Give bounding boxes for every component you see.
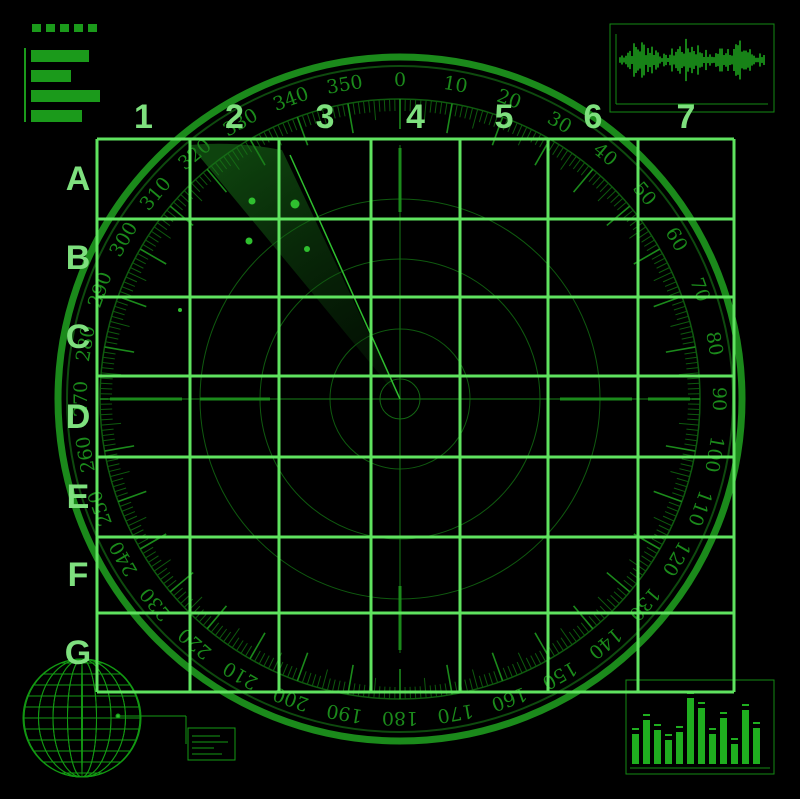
grid-cell-D4[interactable] [373,377,459,455]
grid-cell-G5[interactable] [462,614,547,690]
grid-cell-B7[interactable] [640,220,733,295]
column-label-6: 6 [583,98,603,136]
grid-cell-A5[interactable] [462,140,547,217]
wireframe-globe-icon [22,658,236,778]
grid-cell-A4[interactable] [373,140,459,217]
degree-label-30: 30 [544,107,576,138]
grid-cell-C3[interactable] [281,298,370,374]
column-label-2: 2 [225,98,244,136]
grid-cell-B2[interactable] [192,220,278,295]
row-label-G: G [64,633,92,672]
grid-cell-G3[interactable] [281,614,370,690]
column-label-5: 5 [494,98,514,136]
waveform-icon [609,23,775,113]
grid-cell-E1[interactable] [99,458,189,535]
degree-label-10: 10 [442,72,470,98]
grid-cell-E4[interactable] [373,458,459,535]
grid-cell-E2[interactable] [192,458,278,535]
grid-cell-D5[interactable] [462,377,547,455]
grid-cell-B5[interactable] [462,220,547,295]
grid-cell-F1[interactable] [99,538,189,611]
grid-cell-A6[interactable] [550,140,637,217]
degree-labels: 0 10 2030405060708090100110120130140150160… [70,69,730,729]
grid-cell-C6[interactable] [550,298,637,374]
grid-cell-E7[interactable] [640,458,733,535]
row-label-E: E [66,478,90,516]
coordinate-grid [95,137,736,694]
grid-cell-E3[interactable] [281,458,370,535]
grid-cell-F7[interactable] [640,538,733,611]
status-bars-icon [24,24,100,122]
grid-cell-C1[interactable] [99,298,189,374]
column-label-4: 4 [406,98,425,136]
degree-label-0: 0 [394,69,406,91]
grid-cell-E6[interactable] [550,458,637,535]
grid-cell-D7[interactable] [640,377,733,455]
row-label-C: C [65,317,91,356]
grid-cell-A2[interactable] [192,140,278,217]
grid-cell-G2[interactable] [192,614,278,690]
grid-cell-B6[interactable] [550,220,637,295]
radar-blips [178,197,310,312]
degree-label-80: 80 [701,330,727,358]
grid-cell-D1[interactable] [99,377,189,455]
degree-label-270: 270 [70,381,92,417]
grid-cell-B3[interactable] [281,220,370,295]
grid-cell-B1[interactable] [99,220,189,295]
equalizer-bars-icon [625,679,775,775]
grid-cell-G1[interactable] [99,614,189,690]
grid-cell-F6[interactable] [550,538,637,611]
outer-ring [54,53,746,745]
degree-label-350: 350 [325,71,365,99]
grid-cell-B4[interactable] [373,220,459,295]
grid-cells [97,138,735,694]
grid-cell-F5[interactable] [462,538,547,611]
sweep-line [289,154,401,400]
row-label-F: F [67,556,89,594]
column-label-3: 3 [315,98,335,136]
grid-cell-D6[interactable] [550,377,637,455]
grid-cell-A7[interactable] [640,140,733,217]
grid-cell-G4[interactable] [373,614,459,690]
crosshair-bold [110,148,690,650]
row-label-D: D [65,397,91,436]
grid-cell-C4[interactable] [373,298,459,374]
degree-label-190: 190 [325,699,365,727]
grid-cell-C7[interactable] [640,298,733,374]
scale-ticks [100,99,700,699]
grid-cell-D2[interactable] [192,377,278,455]
degree-label-90: 90 [708,387,730,411]
grid-cell-C5[interactable] [462,298,547,374]
degree-label-180: 180 [382,707,418,729]
grid-cell-A3[interactable] [281,140,370,217]
grid-cell-A1[interactable] [99,140,189,217]
grid-cell-F2[interactable] [192,538,278,611]
column-label-7: 7 [676,98,696,136]
degree-label-170: 170 [436,699,476,727]
column-label-1: 1 [134,98,153,136]
grid-cell-G7[interactable] [640,614,733,690]
row-label-B: B [65,239,91,277]
row-label-A: A [65,160,91,198]
radar-sweep [190,143,400,399]
grid-cell-G6[interactable] [550,614,637,690]
grid-cell-F3[interactable] [281,538,370,611]
grid-cell-D3[interactable] [281,377,370,455]
grid-cell-C2[interactable] [192,298,278,374]
grid-cell-F4[interactable] [373,538,459,611]
grid-cell-E5[interactable] [462,458,547,535]
